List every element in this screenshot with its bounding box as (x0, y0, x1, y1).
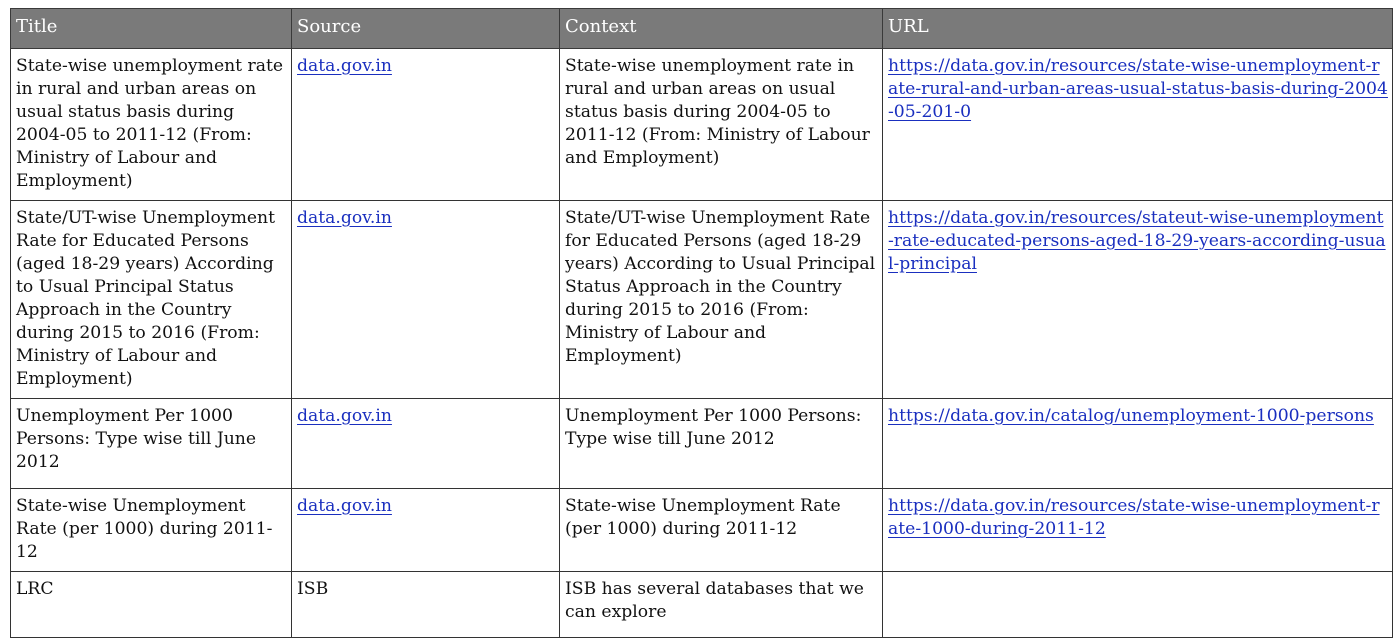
source-link[interactable]: data.gov.in (297, 406, 392, 426)
source-cell: data.gov.in (291, 48, 560, 201)
column-header-source: Source (291, 8, 560, 49)
source-cell: data.gov.in (291, 488, 560, 572)
table-row: LRC ISB ISB has several databases that w… (10, 571, 1393, 638)
url-cell (882, 571, 1393, 638)
title-cell: State-wise Unemployment Rate (per 1000) … (10, 488, 292, 572)
resources-table: Title Source Context URL State-wise unem… (10, 8, 1393, 638)
title-cell: State/UT-wise Unemployment Rate for Educ… (10, 200, 292, 399)
source-link[interactable]: data.gov.in (297, 208, 392, 228)
column-header-title: Title (10, 8, 292, 49)
context-cell: State/UT-wise Unemployment Rate for Educ… (559, 200, 883, 399)
title-cell: Unemployment Per 1000 Persons: Type wise… (10, 398, 292, 489)
context-cell: State-wise unemployment rate in rural an… (559, 48, 883, 201)
url-cell: https://data.gov.in/catalog/unemployment… (882, 398, 1393, 489)
url-cell: https://data.gov.in/resources/state-wise… (882, 488, 1393, 572)
url-link[interactable]: https://data.gov.in/resources/state-wise… (888, 56, 1388, 122)
title-cell: LRC (10, 571, 292, 638)
table-row: State-wise Unemployment Rate (per 1000) … (10, 488, 1393, 572)
url-link[interactable]: https://data.gov.in/resources/state-wise… (888, 496, 1380, 539)
url-cell: https://data.gov.in/resources/stateut-wi… (882, 200, 1393, 399)
source-link[interactable]: data.gov.in (297, 56, 392, 76)
source-cell: data.gov.in (291, 398, 560, 489)
source-cell: data.gov.in (291, 200, 560, 399)
source-cell: ISB (291, 571, 560, 638)
url-link[interactable]: https://data.gov.in/resources/stateut-wi… (888, 208, 1386, 274)
column-header-context: Context (559, 8, 883, 49)
title-cell: State-wise unemployment rate in rural an… (10, 48, 292, 201)
table-row: State-wise unemployment rate in rural an… (10, 48, 1393, 201)
url-link[interactable]: https://data.gov.in/catalog/unemployment… (888, 406, 1374, 426)
table-row: Unemployment Per 1000 Persons: Type wise… (10, 398, 1393, 489)
context-cell: Unemployment Per 1000 Persons: Type wise… (559, 398, 883, 489)
header-row: Title Source Context URL (10, 8, 1393, 49)
context-cell: ISB has several databases that we can ex… (559, 571, 883, 638)
column-header-url: URL (882, 8, 1393, 49)
context-cell: State-wise Unemployment Rate (per 1000) … (559, 488, 883, 572)
document-sheet: Title Source Context URL State-wise unem… (10, 8, 1393, 638)
url-cell: https://data.gov.in/resources/state-wise… (882, 48, 1393, 201)
table-row: State/UT-wise Unemployment Rate for Educ… (10, 200, 1393, 399)
source-link[interactable]: data.gov.in (297, 496, 392, 516)
